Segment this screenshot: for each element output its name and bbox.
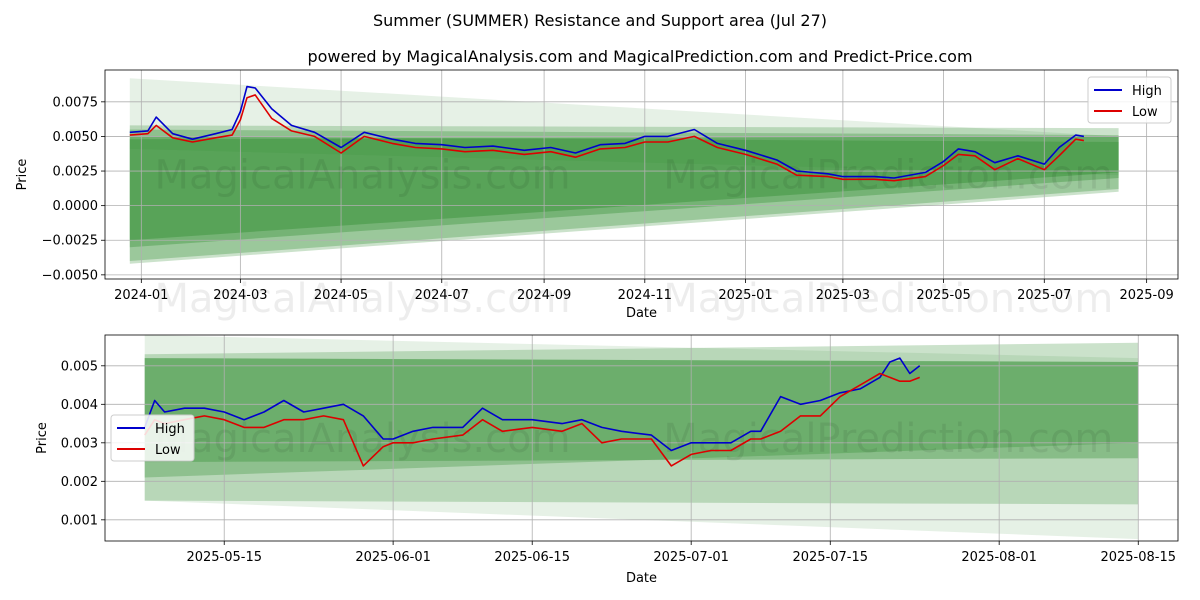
x-tick-label: 2024-01 (114, 288, 168, 303)
plot-frame (104, 69, 1179, 280)
band-group (129, 78, 1119, 264)
y-tick-label: 0.0025 (53, 165, 99, 180)
series-line-high (129, 85, 1085, 179)
x-tick-label: 2025-05 (916, 288, 970, 303)
legend-label: High (1132, 84, 1162, 99)
y-tick-label: 0.004 (61, 398, 98, 413)
y-axis-label: Price (35, 422, 50, 454)
y-tick-label: 0.0050 (53, 130, 99, 145)
legend: High Low (1087, 76, 1172, 124)
x-tick-label: 2024-11 (618, 288, 672, 303)
y-tick-label: 0.005 (61, 359, 98, 374)
chart-subtitle: powered by MagicalAnalysis.com and Magic… (307, 47, 972, 66)
y-tick-label: 0.002 (61, 475, 98, 490)
x-axis-label: Date (626, 306, 657, 321)
x-axis-label: Date (626, 571, 657, 586)
bottom-chart: 2025-05-15 2025-06-01 2025-06-15 2025-07-01… (35, 334, 1179, 586)
x-tick-label: 2025-05-15 (186, 550, 262, 565)
x-tick-label: 2024-07 (415, 288, 469, 303)
x-tick-label: 2025-06-15 (494, 550, 570, 565)
x-tick-label: 2025-08-01 (961, 550, 1037, 565)
watermark: MagicalPrediction.com (663, 276, 1113, 322)
x-tick-label: 2025-01 (718, 288, 772, 303)
series-line-low (144, 372, 920, 467)
support-resistance-band (129, 78, 1119, 176)
y-axis-label: Price (15, 159, 30, 191)
watermark: MagicalPrediction.com (663, 153, 1113, 199)
y-tick-label: 0.0000 (53, 199, 99, 214)
support-resistance-band (129, 125, 1119, 264)
y-tick-label: −0.0025 (42, 234, 98, 249)
x-tick-label: 2025-08-15 (1100, 550, 1176, 565)
x-tick-label: 2024-03 (213, 288, 267, 303)
x-tick-label: 2025-07-15 (792, 550, 868, 565)
support-resistance-band (129, 136, 1119, 241)
x-tick-label: 2024-09 (517, 288, 571, 303)
legend: High Low (110, 414, 195, 462)
legend-label: Low (155, 443, 181, 458)
x-tick-label: 2025-09 (1119, 288, 1173, 303)
y-tick-label: −0.0050 (42, 268, 98, 283)
watermark: MagicalAnalysis.com (154, 276, 570, 322)
plot-frame (104, 334, 1179, 542)
x-tick-label: 2024-05 (314, 288, 368, 303)
y-tick-label: 0.003 (61, 436, 98, 451)
watermark: MagicalPrediction.com (663, 416, 1113, 462)
x-tick-label: 2025-07-01 (653, 550, 729, 565)
top-chart: 2024-01 2024-03 2024-05 2024-07 2024-09 2024-… (15, 69, 1179, 322)
series-group (143, 357, 921, 467)
x-tick-label: 2025-07 (1017, 288, 1071, 303)
watermark: MagicalAnalysis.com (154, 416, 570, 462)
legend-label: Low (1132, 105, 1158, 120)
y-tick-label: 0.0075 (53, 95, 99, 110)
x-tick-label: 2025-03 (816, 288, 870, 303)
y-tick-label: 0.001 (61, 513, 98, 528)
series-line-high (143, 357, 921, 452)
support-resistance-band (129, 129, 1119, 261)
x-tick-label: 2025-06-01 (355, 550, 431, 565)
series-line-low (129, 94, 1085, 182)
watermark: MagicalAnalysis.com (154, 153, 570, 199)
legend-label: High (155, 422, 185, 437)
chart-title: Summer (SUMMER) Resistance and Support a… (373, 11, 827, 30)
series-group (129, 85, 1085, 182)
support-resistance-band (129, 136, 1119, 248)
